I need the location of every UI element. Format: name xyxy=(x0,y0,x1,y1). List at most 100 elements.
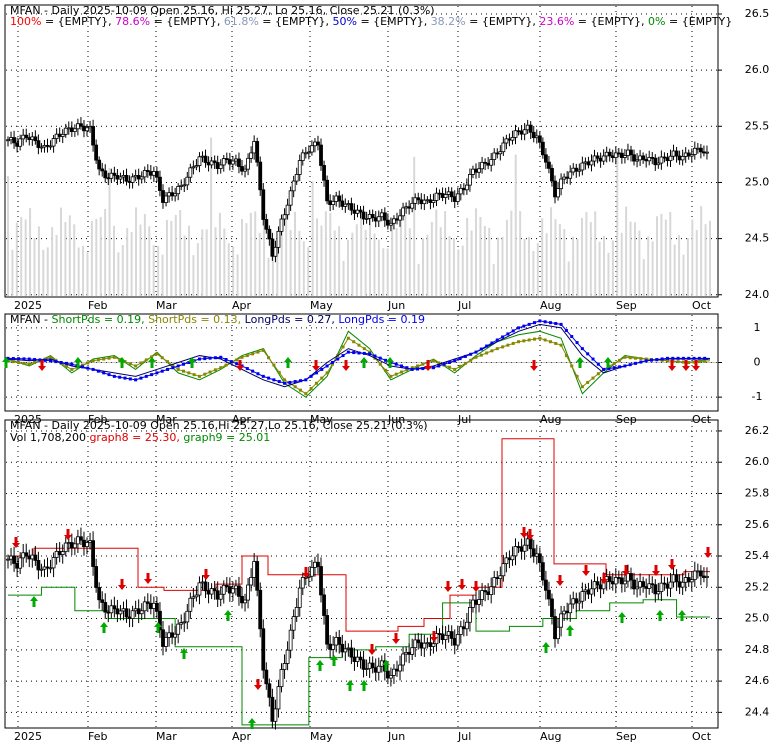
candle-body xyxy=(468,607,472,623)
x-tick-label: Mar xyxy=(156,299,177,312)
candle-body xyxy=(501,142,506,153)
volume-bar xyxy=(293,211,296,296)
oscillator-long2-marker xyxy=(676,356,680,360)
candle-body xyxy=(425,642,430,645)
oscillator-long2-marker xyxy=(501,335,505,339)
oscillator-long2-marker xyxy=(272,378,276,382)
oscillator-long2-marker xyxy=(155,371,159,375)
oscillator-long2-marker xyxy=(644,359,648,363)
candle-body xyxy=(234,585,238,590)
candle-body xyxy=(42,566,47,570)
candle-body xyxy=(370,662,375,669)
candle-body xyxy=(446,631,451,636)
candle-body xyxy=(610,581,615,585)
price-candles-top xyxy=(6,117,709,263)
candle-body xyxy=(276,230,281,248)
stop-sell-arrow xyxy=(526,529,534,540)
candle-body xyxy=(389,675,393,679)
candle-body xyxy=(565,176,570,179)
candle-body xyxy=(501,563,506,577)
oscillator-short2-marker xyxy=(118,357,122,361)
candle-body xyxy=(650,157,655,159)
stop-sell-arrow xyxy=(622,565,630,576)
volume-bar xyxy=(638,230,641,296)
oscillator-long2-marker xyxy=(240,364,244,368)
candle-body xyxy=(656,162,661,166)
oscillator-long2-marker xyxy=(548,321,552,325)
volume-bar xyxy=(360,208,363,296)
candle-body xyxy=(191,596,196,599)
candle-body xyxy=(66,127,71,130)
oscillator-short2-marker xyxy=(533,337,536,341)
candle-body xyxy=(458,626,463,635)
oscillator-short2-marker xyxy=(155,352,159,356)
candle-body xyxy=(665,157,670,162)
x-tick-label: Jul xyxy=(457,413,471,426)
candle-body xyxy=(477,599,481,605)
volume-bar xyxy=(355,224,358,296)
candle-body xyxy=(294,607,299,618)
candle-body xyxy=(306,575,311,578)
oscillator-short2-marker xyxy=(203,372,207,376)
oscillator-short2-marker xyxy=(240,355,244,359)
stop-buy-arrow xyxy=(30,596,38,607)
legend-label: 23.6% xyxy=(539,15,574,28)
candle-body xyxy=(203,581,208,592)
candle-body xyxy=(379,660,384,667)
volume-bar xyxy=(307,247,310,296)
legend-value: = {EMPTY}, xyxy=(259,15,333,28)
oscillator-short2-marker xyxy=(543,338,547,342)
oscillator-short2-marker xyxy=(463,361,467,365)
legend-entry: graph8 = 25.30, xyxy=(89,431,183,444)
oscillator-long2-marker xyxy=(458,357,462,361)
candle-body xyxy=(112,172,117,176)
candle-body xyxy=(692,147,697,155)
legend-label: 0% xyxy=(648,15,665,28)
stop-sell-arrow xyxy=(118,579,126,590)
candle-body xyxy=(164,637,168,647)
volume-bar xyxy=(15,222,18,296)
candle-body xyxy=(227,586,232,594)
candle-body xyxy=(155,602,159,612)
candle-body xyxy=(361,659,366,670)
candle-body xyxy=(492,577,497,588)
candle-body xyxy=(288,190,293,206)
y-tick-label: 0 xyxy=(754,356,761,369)
candle-body xyxy=(309,145,314,153)
oscillator-short2-marker xyxy=(400,370,404,374)
candle-body xyxy=(650,583,655,586)
volume-bar xyxy=(475,208,477,296)
candle-body xyxy=(115,608,120,615)
candle-body xyxy=(662,582,667,585)
oscillator-long2-marker xyxy=(54,360,58,364)
candle-body xyxy=(139,610,144,615)
oscillator-short2-marker xyxy=(479,353,483,357)
volume-bar xyxy=(642,259,645,296)
oscillator-short2-marker xyxy=(245,354,249,358)
candle-body xyxy=(185,176,190,186)
candle-body xyxy=(510,136,515,141)
legend-value: = {EMPTY}, xyxy=(357,15,431,28)
candle-body xyxy=(373,217,378,222)
osc-buy-arrow xyxy=(118,357,126,368)
volume-bar xyxy=(183,235,186,296)
candle-body xyxy=(556,188,560,198)
candle-body xyxy=(240,166,244,172)
oscillator-long2-marker xyxy=(437,364,441,368)
x-tick-label: Oct xyxy=(692,730,712,743)
oscillator-short2-marker xyxy=(639,357,643,361)
candle-body xyxy=(419,199,424,205)
x-tick-label: Feb xyxy=(88,299,107,312)
oscillator-long2-marker xyxy=(346,350,350,354)
oscillator-long2-marker xyxy=(538,319,542,323)
candle-body xyxy=(619,152,624,158)
candle-body xyxy=(124,608,129,618)
oscillator-short2-marker xyxy=(144,358,148,362)
candle-body xyxy=(595,155,600,159)
candle-body xyxy=(79,536,83,541)
candle-body xyxy=(407,206,412,209)
oscillator-short2-marker xyxy=(213,368,217,372)
candle-body xyxy=(677,155,682,161)
volume-bar xyxy=(700,206,703,296)
